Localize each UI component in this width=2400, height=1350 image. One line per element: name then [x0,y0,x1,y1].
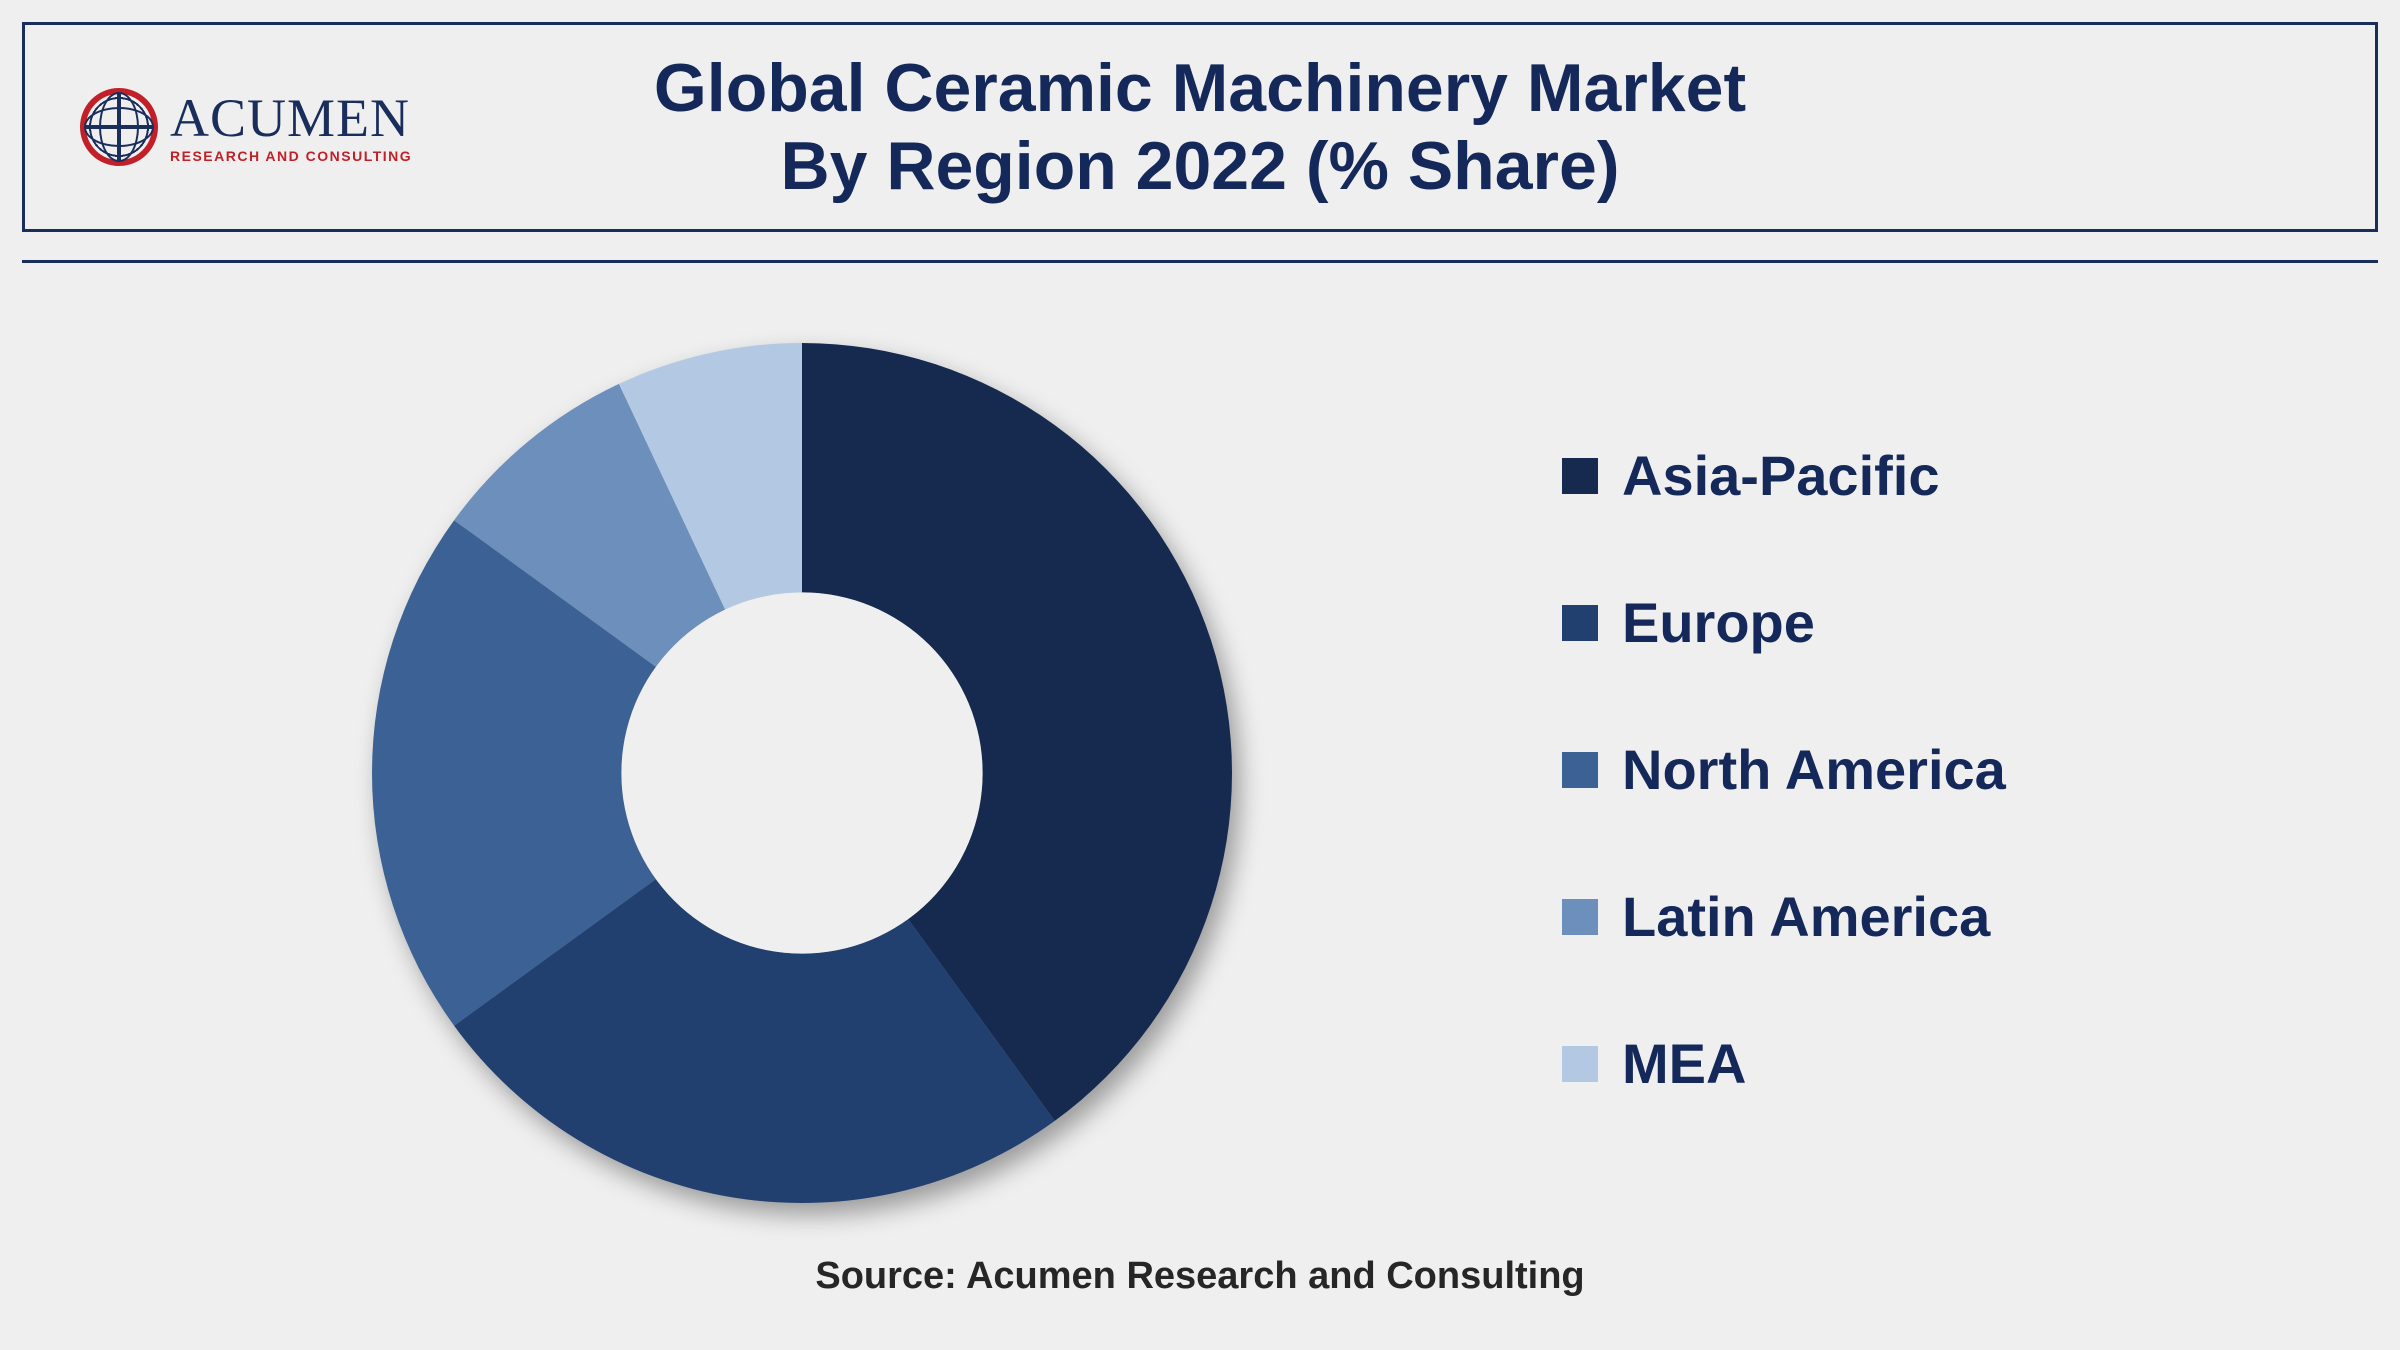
donut-svg [352,323,1252,1223]
source-text: Source: Acumen Research and Consulting [22,1255,2378,1298]
body-area: Asia-Pacific Europe North America Latin Ame… [22,260,2378,1328]
logo-name: ACUMEN [170,91,412,145]
legend-swatch [1562,899,1598,935]
legend-label: Asia-Pacific [1622,443,1940,508]
logo-tagline: RESEARCH AND CONSULTING [170,149,412,163]
donut-chart [352,323,1252,1223]
legend-item: Latin America [1562,884,2006,949]
legend-swatch [1562,458,1598,494]
legend-item: Asia-Pacific [1562,443,2006,508]
header-bar: ACUMEN RESEARCH AND CONSULTING Global Ce… [22,22,2378,232]
legend-label: North America [1622,737,2006,802]
legend-label: Europe [1622,590,1815,655]
infographic-page: ACUMEN RESEARCH AND CONSULTING Global Ce… [0,0,2400,1350]
legend-swatch [1562,1046,1598,1082]
legend: Asia-Pacific Europe North America Latin Ame… [1562,443,2006,1096]
donut-hole [621,592,982,953]
legend-swatch [1562,605,1598,641]
legend-label: Latin America [1622,884,1990,949]
logo-text: ACUMEN RESEARCH AND CONSULTING [170,91,412,163]
brand-logo: ACUMEN RESEARCH AND CONSULTING [80,88,412,166]
legend-swatch [1562,752,1598,788]
legend-item: North America [1562,737,2006,802]
legend-item: MEA [1562,1031,2006,1096]
legend-label: MEA [1622,1031,1746,1096]
legend-item: Europe [1562,590,2006,655]
globe-icon [80,88,158,166]
